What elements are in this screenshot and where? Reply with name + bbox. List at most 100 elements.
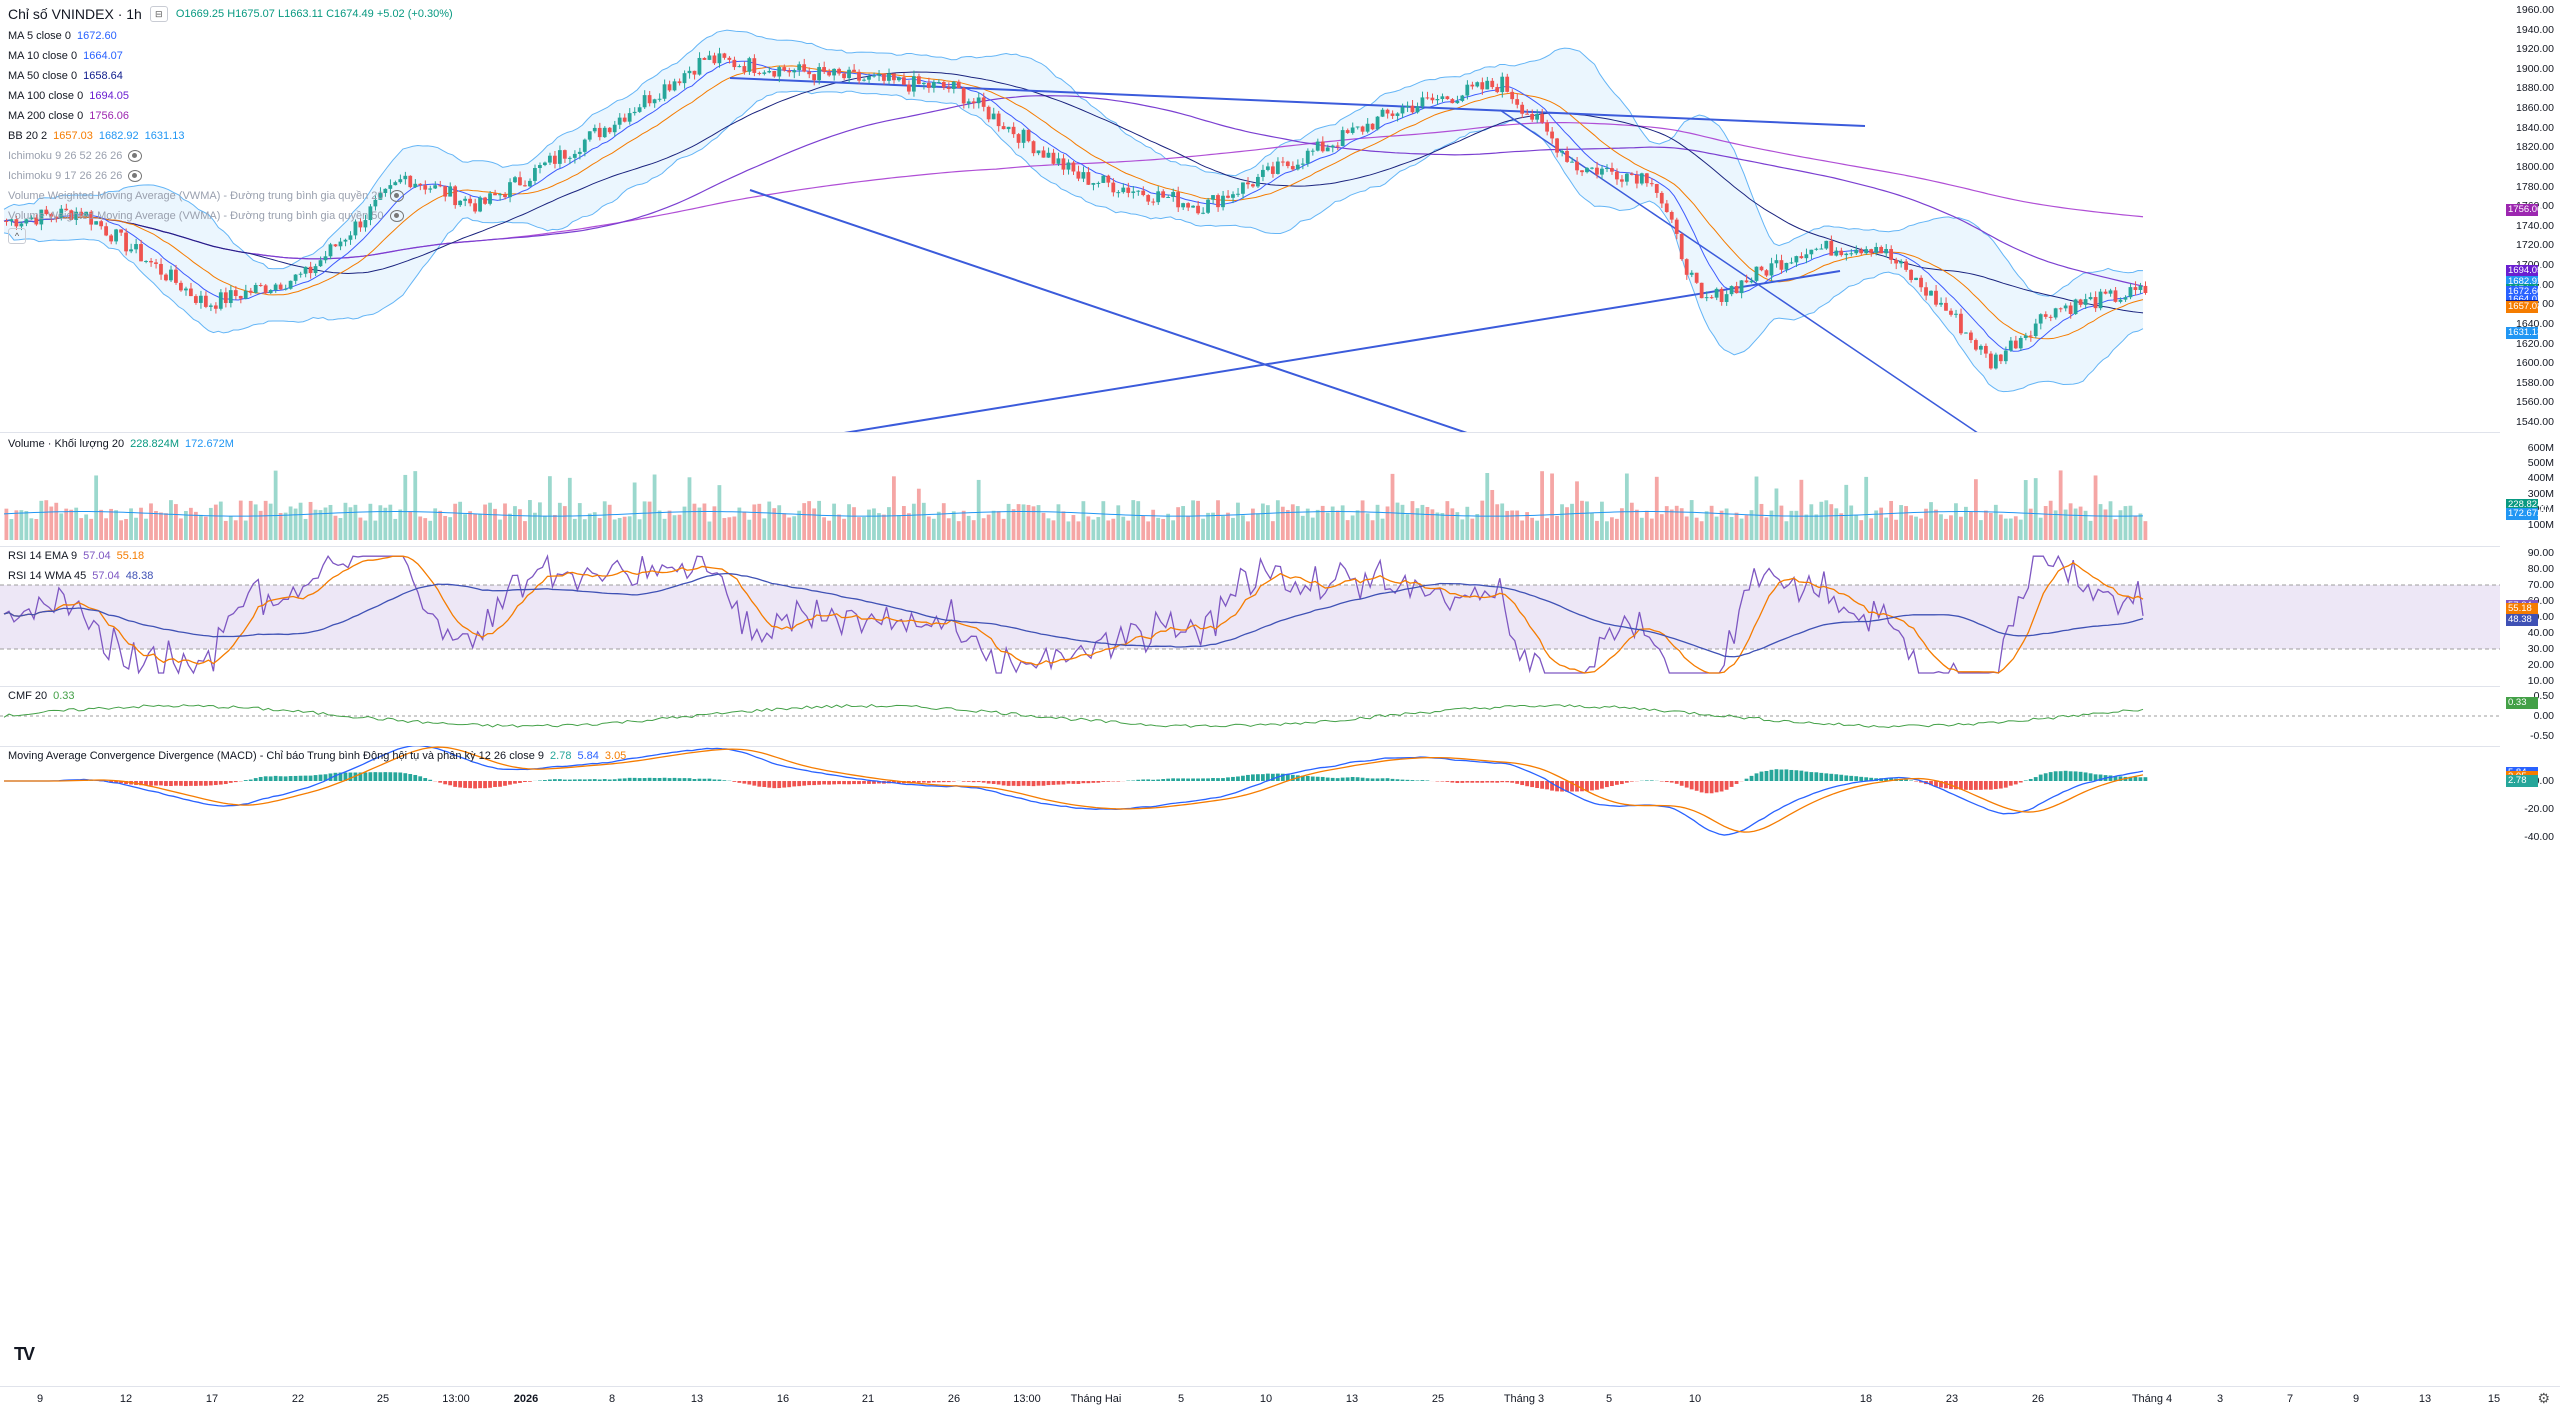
indicator-label[interactable]: MA 5 close 0 <box>8 26 71 46</box>
indicator-label[interactable]: MA 200 close 0 <box>8 106 83 126</box>
indicator-label[interactable]: BB 20 2 <box>8 126 47 146</box>
volume-chart[interactable] <box>0 432 2500 546</box>
volume-bar <box>1291 504 1295 540</box>
time-label: 10 <box>1260 1393 1272 1405</box>
indicator-row: Volume Weighted Moving Average (VWMA) - … <box>8 186 453 206</box>
volume-bar <box>1411 501 1415 540</box>
volume-bar <box>234 520 238 540</box>
macd-histogram-bar <box>319 775 323 781</box>
macd-histogram-bar <box>473 781 477 788</box>
macd-histogram-bar <box>792 781 796 786</box>
macd-histogram-bar <box>1086 781 1090 783</box>
symbol-title[interactable]: Chỉ số VNINDEX · 1h <box>8 4 142 24</box>
candle <box>164 275 168 281</box>
candle <box>2039 314 2043 323</box>
volume-bar <box>274 471 278 540</box>
macd-histogram-bar <box>1037 781 1041 786</box>
rsi-chart[interactable] <box>0 546 2500 686</box>
price-tick: 1900.00 <box>2516 63 2554 75</box>
macd-histogram-bar <box>493 781 497 787</box>
macd-histogram-bar <box>1077 781 1081 784</box>
hidden-eye-icon[interactable] <box>390 210 404 222</box>
collapse-icon[interactable]: ⊟ <box>150 6 168 22</box>
tradingview-logo[interactable]: TV <box>14 1344 33 1365</box>
cmf-chart[interactable] <box>0 686 2500 746</box>
macd-histogram-bar <box>523 781 527 782</box>
candle <box>947 87 951 89</box>
hidden-eye-icon[interactable] <box>390 190 404 202</box>
volume-bar <box>498 520 502 540</box>
hidden-eye-icon[interactable] <box>128 150 142 162</box>
cmf-value: 0.33 <box>53 686 74 706</box>
candle <box>1057 158 1061 163</box>
volume-bar <box>254 504 258 540</box>
indicator-label[interactable]: Ichimoku 9 26 52 26 26 <box>8 146 122 166</box>
candle <box>129 249 133 251</box>
price-tick: 1540.00 <box>2516 416 2554 428</box>
candle <box>2114 290 2118 301</box>
indicator-label[interactable]: MA 50 close 0 <box>8 66 77 86</box>
candle <box>543 163 547 165</box>
volume-bar <box>583 519 587 540</box>
macd-histogram-bar <box>1685 781 1689 788</box>
macd-histogram-bar <box>2034 777 2038 781</box>
candle <box>1131 191 1135 192</box>
volume-bar <box>1844 485 1848 540</box>
candle <box>2054 308 2058 317</box>
macd-histogram-bar <box>668 778 672 781</box>
candle <box>1485 81 1489 90</box>
macd-axis[interactable]: 0.00-20.00-40.00 <box>2500 746 2560 1386</box>
volume-bar <box>1465 507 1469 540</box>
rsi-label-2: RSI 14 WMA 45 <box>8 566 86 586</box>
macd-histogram-bar <box>847 781 851 784</box>
indicator-label[interactable]: MA 10 close 0 <box>8 46 77 66</box>
volume-bar <box>398 510 402 540</box>
time-label: Tháng 3 <box>1504 1393 1544 1405</box>
candle <box>279 285 283 290</box>
volume-bar <box>777 505 781 540</box>
collapse-legend-icon[interactable]: ^ <box>8 228 26 244</box>
indicator-label[interactable]: Volume Weighted Moving Average (VWMA) - … <box>8 206 384 226</box>
macd-histogram-bar <box>1331 778 1335 781</box>
candle <box>498 194 502 195</box>
indicator-label[interactable]: Ichimoku 9 17 26 26 26 <box>8 166 122 186</box>
volume-bar <box>1186 516 1190 540</box>
price-tick: 1580.00 <box>2516 377 2554 389</box>
volume-bar <box>1794 511 1798 540</box>
gear-icon[interactable]: ⚙ <box>2537 1390 2550 1407</box>
cmf-label: CMF 20 <box>8 686 47 706</box>
volume-bar <box>1520 520 1524 540</box>
volume-bar <box>2104 509 2108 540</box>
volume-bar <box>1161 519 1165 540</box>
candle <box>1361 126 1365 131</box>
candle <box>787 71 791 73</box>
volume-bar <box>448 517 452 540</box>
indicator-label[interactable]: Volume Weighted Moving Average (VWMA) - … <box>8 186 384 206</box>
macd-histogram-bar <box>628 778 632 781</box>
volume-bar <box>1431 509 1435 540</box>
macd-histogram-bar <box>2044 773 2048 781</box>
candle <box>179 283 183 290</box>
candle <box>1216 195 1220 207</box>
volume-bar <box>1037 505 1041 540</box>
indicator-label[interactable]: MA 100 close 0 <box>8 86 83 106</box>
volume-bar <box>1017 504 1021 540</box>
volume-bar <box>1974 479 1978 540</box>
volume-bar <box>34 519 38 540</box>
macd-histogram-bar <box>1336 778 1340 781</box>
candle <box>902 77 906 84</box>
candle <box>329 244 333 256</box>
macd-histogram-bar <box>1490 781 1494 783</box>
volume-bar <box>2109 501 2113 540</box>
macd-histogram-bar <box>777 781 781 788</box>
candle <box>1032 141 1036 153</box>
macd-chart[interactable] <box>0 746 2500 1386</box>
hidden-eye-icon[interactable] <box>128 170 142 182</box>
volume-bar <box>1819 502 1823 540</box>
macd-histogram-bar <box>1700 781 1704 792</box>
volume-bar <box>698 508 702 540</box>
candle <box>1979 346 1983 350</box>
